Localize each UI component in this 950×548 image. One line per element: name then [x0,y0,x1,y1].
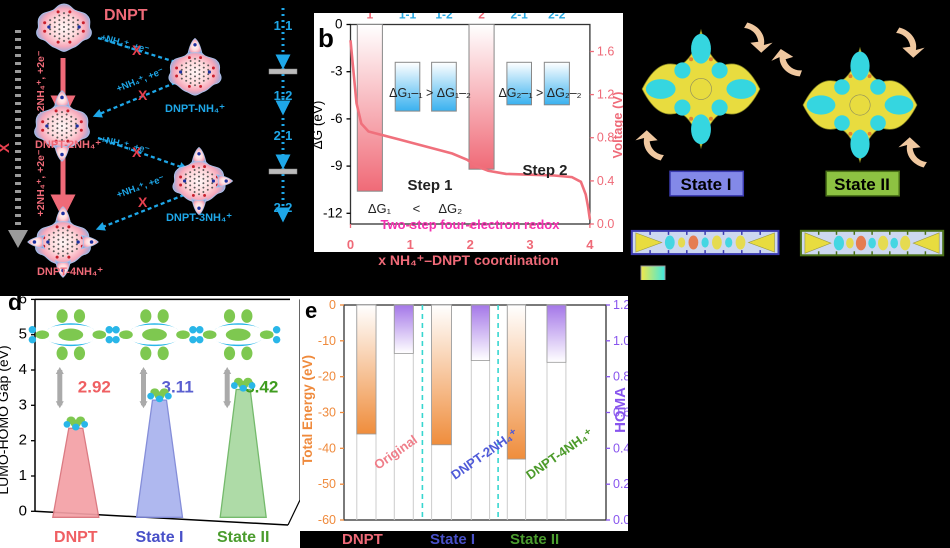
svg-text:2-1: 2-1 [274,128,293,143]
svg-text:State II: State II [834,175,890,194]
svg-text:1.2: 1.2 [613,298,628,312]
svg-text:4: 4 [586,237,594,252]
svg-text:5: 5 [19,326,27,343]
svg-text:+2NH₄⁺, +2e⁻: +2NH₄⁺, +2e⁻ [35,50,47,117]
svg-text:1: 1 [407,237,414,252]
svg-text:0.4: 0.4 [613,441,628,455]
svg-text:1-1: 1-1 [274,18,293,33]
svg-text:d: d [8,296,22,315]
svg-text:2.92: 2.92 [78,378,111,397]
svg-text:3: 3 [526,237,533,252]
svg-text:-30: -30 [318,406,336,420]
svg-text:2-2: 2-2 [274,200,293,215]
svg-text:X: X [138,87,148,103]
svg-text:2: 2 [19,432,27,449]
svg-text:Step 2: Step 2 [522,162,567,179]
svg-text:+NH₄⁺, +e⁻: +NH₄⁺, +e⁻ [99,134,150,156]
svg-text:-40: -40 [318,441,336,455]
svg-text:-60: -60 [318,513,336,527]
svg-text:0.0: 0.0 [613,513,628,527]
svg-text:X: X [0,143,13,153]
svg-text:1.6: 1.6 [597,45,614,59]
svg-text:DNPT-2NH₄⁺: DNPT-2NH₄⁺ [35,139,101,151]
svg-text:HOMA: HOMA [612,387,628,433]
svg-text:ΔG₁ < ΔG₂: ΔG₁ < ΔG₂ [368,201,462,216]
svg-text:X: X [138,194,148,210]
svg-text:State I: State I [135,529,183,546]
svg-text:X: X [132,144,142,160]
svg-text:-6: -6 [330,111,342,126]
svg-text:ΔG (eV): ΔG (eV) [314,101,325,150]
svg-text:1-2: 1-2 [435,13,453,22]
svg-text:LUMO-HOMO Gap (eV): LUMO-HOMO Gap (eV) [0,345,11,494]
svg-text:-10: -10 [318,334,336,348]
svg-text:+NH₄⁺, +e⁻: +NH₄⁺, +e⁻ [99,32,150,56]
svg-text:State I: State I [680,175,731,194]
svg-text:e: e [305,298,317,323]
svg-text:-50: -50 [318,477,336,491]
svg-text:-20: -20 [318,370,336,384]
svg-text:4: 4 [19,361,27,378]
svg-text:-12: -12 [323,205,343,220]
svg-text:-3: -3 [330,64,342,79]
svg-text:0.8: 0.8 [613,370,628,384]
svg-text:+2NH₄⁺, +2e⁻: +2NH₄⁺, +2e⁻ [35,149,47,216]
svg-text:1: 1 [366,13,373,22]
svg-text:0: 0 [19,502,27,519]
svg-text:ΔG₁–₁ > ΔG₁–₂: ΔG₁–₁ > ΔG₁–₂ [389,86,471,100]
svg-text:DNPT-NH₄⁺: DNPT-NH₄⁺ [165,103,225,115]
svg-text:0.0: 0.0 [597,217,614,231]
svg-text:0: 0 [347,237,354,252]
svg-text:0.4: 0.4 [597,174,614,188]
svg-text:1.0: 1.0 [613,334,628,348]
svg-text:2-2: 2-2 [548,13,566,22]
svg-text:2: 2 [478,13,485,22]
svg-text:2: 2 [467,237,474,252]
svg-text:Step 1: Step 1 [407,177,452,194]
svg-text:ΔG₂–₁ > ΔG₂–₂: ΔG₂–₁ > ΔG₂–₂ [498,86,581,100]
svg-text:X: X [132,42,142,58]
svg-text:DNPT: DNPT [54,529,98,546]
svg-text:0: 0 [335,17,343,32]
svg-text:3: 3 [19,396,27,413]
svg-text:b: b [318,23,334,53]
svg-text:0.2: 0.2 [613,477,628,491]
svg-text:0: 0 [329,298,336,312]
svg-text:State II: State II [217,529,269,546]
svg-text:DNPT-4NH₄⁺: DNPT-4NH₄⁺ [37,266,103,278]
svg-text:2-1: 2-1 [511,13,529,22]
svg-text:DNPT-3NH₄⁺: DNPT-3NH₄⁺ [166,212,232,224]
svg-text:Total Energy (eV): Total Energy (eV) [300,355,315,465]
svg-text:1-1: 1-1 [399,13,417,22]
svg-text:-9: -9 [330,158,342,173]
svg-text:1-2: 1-2 [274,88,293,103]
svg-text:1: 1 [19,467,27,484]
svg-text:DNPT: DNPT [104,7,148,24]
svg-text:Voltage (V): Voltage (V) [610,92,623,159]
